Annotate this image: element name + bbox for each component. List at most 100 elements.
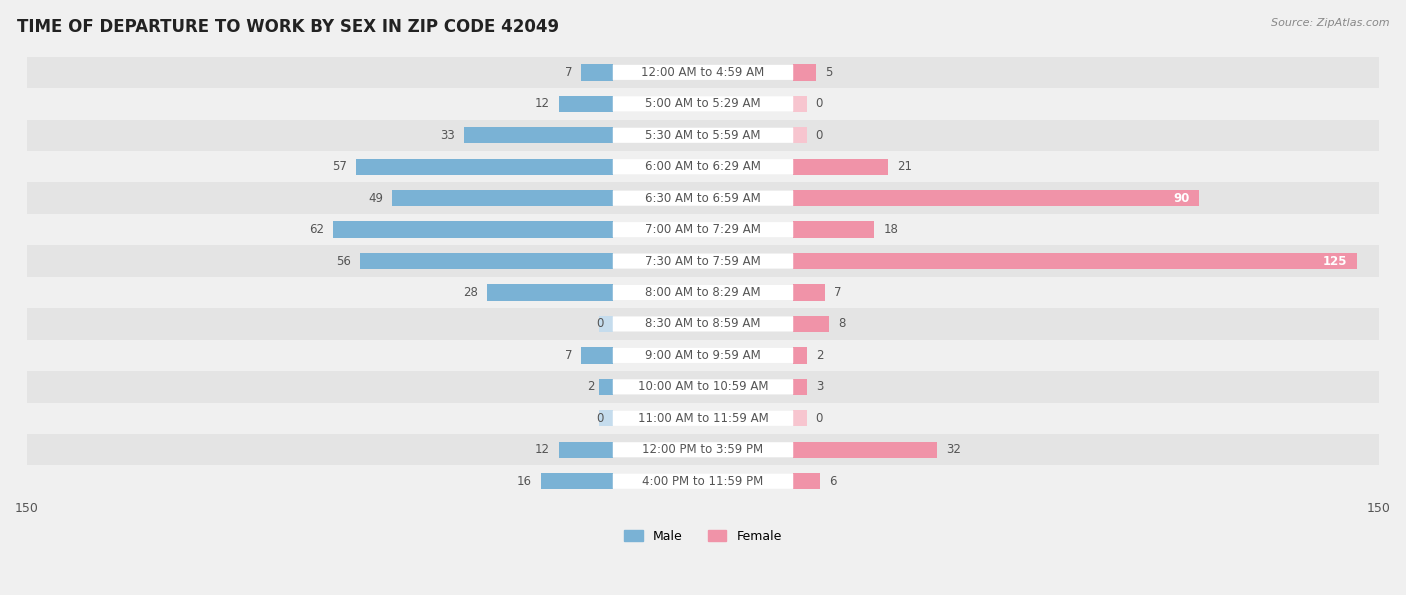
Text: 62: 62 xyxy=(309,223,325,236)
Text: 6:00 AM to 6:29 AM: 6:00 AM to 6:29 AM xyxy=(645,160,761,173)
Bar xyxy=(599,410,613,427)
FancyBboxPatch shape xyxy=(613,65,793,80)
Bar xyxy=(356,158,613,175)
Text: 8:00 AM to 8:29 AM: 8:00 AM to 8:29 AM xyxy=(645,286,761,299)
Legend: Male, Female: Male, Female xyxy=(619,525,787,548)
Text: 125: 125 xyxy=(1323,255,1347,268)
Text: 10:00 AM to 10:59 AM: 10:00 AM to 10:59 AM xyxy=(638,380,768,393)
FancyBboxPatch shape xyxy=(613,96,793,111)
Bar xyxy=(541,473,613,490)
Bar xyxy=(793,127,807,143)
Bar xyxy=(793,473,820,490)
Bar xyxy=(27,434,1379,465)
Bar xyxy=(27,277,1379,308)
Text: 2: 2 xyxy=(815,349,823,362)
Bar xyxy=(793,64,815,80)
Bar xyxy=(793,190,1199,206)
Text: 57: 57 xyxy=(332,160,347,173)
Bar xyxy=(599,316,613,332)
Text: 5:30 AM to 5:59 AM: 5:30 AM to 5:59 AM xyxy=(645,129,761,142)
FancyBboxPatch shape xyxy=(613,411,793,426)
Bar xyxy=(581,64,613,80)
Text: 0: 0 xyxy=(596,412,603,425)
Bar xyxy=(793,221,875,238)
Text: 33: 33 xyxy=(440,129,456,142)
Bar xyxy=(558,96,613,112)
Bar xyxy=(333,221,613,238)
Bar xyxy=(793,253,1357,270)
Text: 7: 7 xyxy=(834,286,841,299)
Text: 8:30 AM to 8:59 AM: 8:30 AM to 8:59 AM xyxy=(645,318,761,330)
Text: 32: 32 xyxy=(946,443,962,456)
Bar xyxy=(558,441,613,458)
Bar xyxy=(27,340,1379,371)
Bar xyxy=(27,88,1379,120)
Text: 18: 18 xyxy=(883,223,898,236)
Bar xyxy=(27,214,1379,245)
Bar xyxy=(27,371,1379,403)
Text: 7:30 AM to 7:59 AM: 7:30 AM to 7:59 AM xyxy=(645,255,761,268)
Text: 9:00 AM to 9:59 AM: 9:00 AM to 9:59 AM xyxy=(645,349,761,362)
FancyBboxPatch shape xyxy=(613,159,793,174)
Bar xyxy=(392,190,613,206)
Text: 12:00 PM to 3:59 PM: 12:00 PM to 3:59 PM xyxy=(643,443,763,456)
Text: 6: 6 xyxy=(830,475,837,488)
FancyBboxPatch shape xyxy=(613,442,793,458)
Bar xyxy=(793,347,807,364)
Bar xyxy=(793,284,825,300)
Text: 0: 0 xyxy=(815,412,823,425)
Text: 0: 0 xyxy=(815,129,823,142)
Bar xyxy=(27,308,1379,340)
FancyBboxPatch shape xyxy=(613,190,793,206)
FancyBboxPatch shape xyxy=(613,474,793,488)
Text: 7: 7 xyxy=(565,66,572,79)
Text: 16: 16 xyxy=(517,475,531,488)
Bar xyxy=(793,378,807,395)
Text: TIME OF DEPARTURE TO WORK BY SEX IN ZIP CODE 42049: TIME OF DEPARTURE TO WORK BY SEX IN ZIP … xyxy=(17,18,560,36)
Text: 21: 21 xyxy=(897,160,912,173)
Bar xyxy=(793,316,830,332)
Bar xyxy=(27,120,1379,151)
Text: 12: 12 xyxy=(534,98,550,110)
Bar xyxy=(464,127,613,143)
FancyBboxPatch shape xyxy=(613,348,793,363)
Bar xyxy=(27,465,1379,497)
Text: Source: ZipAtlas.com: Source: ZipAtlas.com xyxy=(1271,18,1389,28)
FancyBboxPatch shape xyxy=(613,380,793,394)
Text: 2: 2 xyxy=(588,380,595,393)
Bar xyxy=(793,441,938,458)
Text: 90: 90 xyxy=(1174,192,1189,205)
Bar xyxy=(27,57,1379,88)
Text: 49: 49 xyxy=(368,192,382,205)
Bar xyxy=(599,378,613,395)
Bar xyxy=(793,96,807,112)
Text: 4:00 PM to 11:59 PM: 4:00 PM to 11:59 PM xyxy=(643,475,763,488)
FancyBboxPatch shape xyxy=(613,253,793,268)
Text: 28: 28 xyxy=(463,286,478,299)
Text: 7:00 AM to 7:29 AM: 7:00 AM to 7:29 AM xyxy=(645,223,761,236)
Text: 12: 12 xyxy=(534,443,550,456)
Text: 56: 56 xyxy=(336,255,352,268)
Bar xyxy=(793,410,807,427)
Text: 7: 7 xyxy=(565,349,572,362)
Text: 12:00 AM to 4:59 AM: 12:00 AM to 4:59 AM xyxy=(641,66,765,79)
Bar xyxy=(486,284,613,300)
FancyBboxPatch shape xyxy=(613,285,793,300)
Text: 8: 8 xyxy=(838,318,845,330)
Text: 5: 5 xyxy=(825,66,832,79)
Text: 5:00 AM to 5:29 AM: 5:00 AM to 5:29 AM xyxy=(645,98,761,110)
Text: 0: 0 xyxy=(815,98,823,110)
Text: 11:00 AM to 11:59 AM: 11:00 AM to 11:59 AM xyxy=(638,412,768,425)
Bar xyxy=(27,151,1379,183)
FancyBboxPatch shape xyxy=(613,128,793,143)
Bar xyxy=(793,158,887,175)
Text: 3: 3 xyxy=(815,380,823,393)
Text: 6:30 AM to 6:59 AM: 6:30 AM to 6:59 AM xyxy=(645,192,761,205)
FancyBboxPatch shape xyxy=(613,317,793,331)
Bar xyxy=(27,245,1379,277)
Text: 0: 0 xyxy=(596,318,603,330)
Bar xyxy=(27,403,1379,434)
Bar xyxy=(360,253,613,270)
Bar xyxy=(581,347,613,364)
Bar xyxy=(27,183,1379,214)
